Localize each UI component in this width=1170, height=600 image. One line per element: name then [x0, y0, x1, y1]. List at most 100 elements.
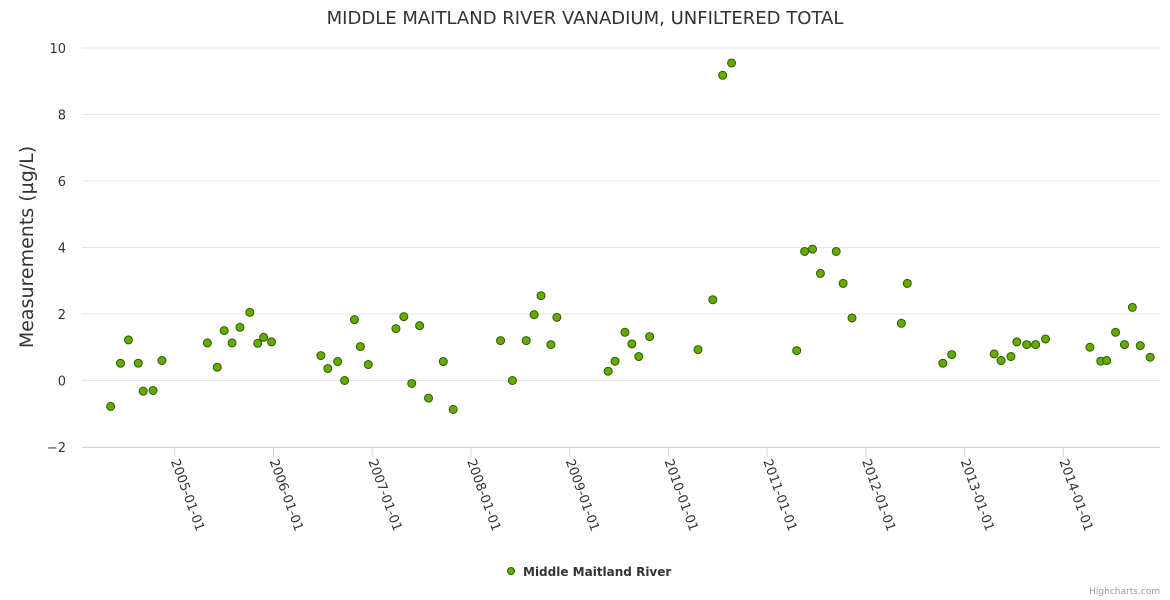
data-point[interactable] [148, 385, 158, 395]
data-point[interactable] [1145, 352, 1155, 362]
data-point[interactable] [219, 326, 229, 336]
data-point[interactable] [349, 315, 359, 325]
data-point[interactable] [399, 312, 409, 322]
data-point[interactable] [610, 356, 620, 366]
data-point[interactable] [259, 332, 269, 342]
data-point[interactable] [996, 356, 1006, 366]
data-point[interactable] [267, 337, 277, 347]
data-point[interactable] [340, 376, 350, 385]
y-tick-label: 6 [58, 175, 66, 190]
data-point[interactable] [415, 321, 425, 331]
data-point[interactable] [896, 318, 906, 328]
data-point[interactable] [792, 346, 802, 356]
data-point[interactable] [838, 278, 848, 288]
data-point[interactable] [1006, 352, 1016, 362]
x-tick-label: 2008-01-01 [463, 457, 503, 533]
data-point[interactable] [1102, 356, 1112, 366]
data-point[interactable] [938, 358, 948, 368]
data-point[interactable] [1119, 340, 1129, 350]
y-axis-title: Measurements (µg/L) [16, 146, 38, 348]
y-tick-label: 4 [58, 242, 66, 257]
y-axis-ticks: −2 0 2 4 6 8 10 [47, 42, 66, 456]
y-tick-label: −2 [47, 441, 66, 456]
data-point[interactable] [1031, 340, 1041, 350]
data-point[interactable] [831, 246, 841, 256]
data-point[interactable] [620, 327, 630, 337]
data-point[interactable] [123, 335, 133, 345]
legend[interactable]: Middle Maitland River [507, 565, 672, 579]
data-point[interactable] [507, 376, 517, 385]
data-point[interactable] [529, 310, 539, 320]
x-tick-label: 2005-01-01 [167, 457, 207, 533]
data-point[interactable] [1135, 341, 1145, 351]
y-tick-label: 10 [49, 42, 66, 57]
data-point[interactable] [355, 342, 365, 352]
data-point[interactable] [815, 268, 825, 278]
data-point[interactable] [448, 404, 458, 414]
data-point[interactable] [902, 278, 912, 288]
data-point[interactable] [391, 324, 401, 334]
data-point[interactable] [424, 393, 433, 403]
data-point[interactable] [634, 352, 644, 362]
data-point[interactable] [138, 386, 148, 396]
data-point[interactable] [552, 312, 562, 322]
data-point[interactable] [157, 356, 167, 366]
x-tick-label: 2007-01-01 [364, 457, 404, 533]
data-point[interactable] [947, 350, 957, 360]
data-point[interactable] [521, 336, 531, 346]
data-point[interactable] [253, 338, 263, 348]
data-point[interactable] [323, 364, 333, 374]
data-point[interactable] [1085, 342, 1095, 352]
grid-lines [82, 47, 1160, 448]
data-point[interactable] [333, 357, 343, 367]
data-point[interactable] [808, 244, 818, 254]
y-tick-label: 8 [58, 109, 66, 124]
data-point[interactable] [438, 357, 448, 367]
data-point[interactable] [1040, 334, 1050, 344]
data-point[interactable] [1111, 327, 1121, 337]
data-point[interactable] [627, 339, 637, 349]
data-point[interactable] [363, 360, 373, 370]
legend-marker-icon [507, 567, 515, 575]
legend-label: Middle Maitland River [523, 565, 671, 579]
data-point[interactable] [603, 366, 613, 376]
data-point[interactable] [989, 349, 999, 359]
credits-link[interactable]: Highcharts.com [1089, 587, 1160, 597]
data-point[interactable] [708, 295, 718, 305]
data-point[interactable] [106, 401, 116, 411]
data-point[interactable] [1022, 340, 1032, 350]
x-tick-label: 2012-01-01 [858, 457, 898, 533]
x-tick-label: 2009-01-01 [562, 457, 602, 533]
y-tick-label: 0 [58, 375, 66, 390]
data-point[interactable] [727, 58, 737, 68]
data-point[interactable] [1127, 302, 1137, 312]
data-point[interactable] [212, 362, 222, 372]
data-point[interactable] [116, 358, 125, 368]
data-point[interactable] [718, 70, 728, 80]
y-tick-label: 2 [58, 308, 66, 323]
data-point[interactable] [245, 307, 255, 317]
data-point[interactable] [133, 358, 143, 368]
data-points [106, 58, 1155, 414]
chart-title: MIDDLE MAITLAND RIVER VANADIUM, UNFILTER… [327, 8, 844, 29]
x-tick-label: 2014-01-01 [1055, 457, 1095, 533]
data-point[interactable] [496, 336, 506, 346]
data-point[interactable] [202, 338, 212, 348]
data-point[interactable] [235, 322, 245, 332]
data-point[interactable] [693, 345, 703, 355]
data-point[interactable] [800, 246, 810, 256]
data-point[interactable] [847, 313, 857, 323]
x-tick-label: 2010-01-01 [661, 457, 701, 533]
data-point[interactable] [407, 378, 417, 388]
data-point[interactable] [227, 338, 237, 348]
data-point[interactable] [645, 332, 655, 342]
data-point[interactable] [546, 340, 556, 350]
x-tick-label: 2011-01-01 [759, 457, 799, 533]
data-point[interactable] [1012, 337, 1022, 347]
x-tick-label: 2013-01-01 [957, 457, 997, 533]
data-point[interactable] [536, 291, 546, 301]
data-point[interactable] [316, 351, 326, 361]
x-axis-ticks: 2005-01-01 2006-01-01 2007-01-01 2008-01-01… [167, 447, 1095, 533]
x-tick-label: 2006-01-01 [266, 457, 306, 533]
